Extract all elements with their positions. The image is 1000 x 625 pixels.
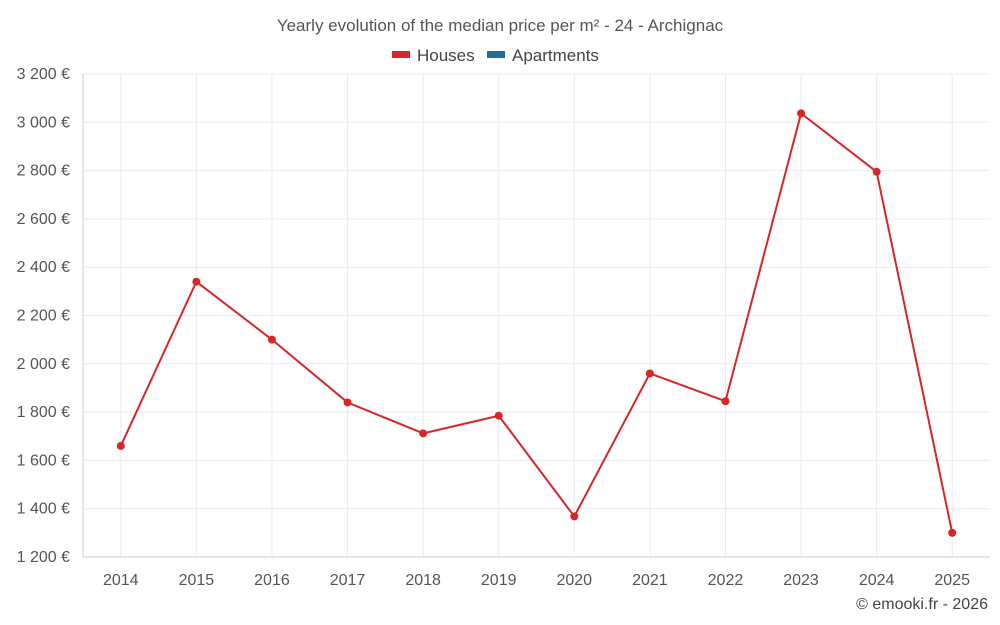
x-tick-label: 2023	[783, 572, 819, 589]
legend-swatch-apartments	[487, 51, 505, 58]
grid	[83, 73, 990, 557]
data-point-houses[interactable]	[343, 398, 352, 407]
x-tick-label: 2018	[405, 572, 441, 589]
data-point-houses[interactable]	[116, 441, 125, 450]
legend-label-apartments[interactable]: Apartments	[512, 46, 599, 65]
series-houses	[116, 109, 957, 537]
x-tick-label: 2019	[481, 572, 517, 589]
x-tick-label: 2022	[708, 572, 744, 589]
y-tick-label: 2 600 €	[17, 211, 70, 228]
x-tick-label: 2016	[254, 572, 290, 589]
y-tick-label: 3 000 €	[17, 114, 70, 131]
series-line-houses	[119, 112, 954, 534]
x-tick-label: 2021	[632, 572, 668, 589]
data-point-houses[interactable]	[645, 369, 654, 378]
legend-label-houses[interactable]: Houses	[417, 46, 475, 65]
data-point-houses[interactable]	[872, 167, 881, 176]
y-tick-label: 1 600 €	[17, 452, 70, 469]
legend-swatch-houses	[392, 51, 410, 58]
data-point-houses[interactable]	[419, 429, 428, 438]
credit-text: © emooki.fr - 2026	[856, 596, 988, 613]
data-point-houses[interactable]	[267, 335, 276, 344]
x-tick-label: 2024	[859, 572, 895, 589]
data-point-houses[interactable]	[721, 397, 730, 406]
y-tick-label: 2 800 €	[17, 163, 70, 180]
y-tick-label: 3 200 €	[17, 66, 70, 83]
x-tick-label: 2025	[934, 572, 970, 589]
y-tick-label: 1 200 €	[17, 549, 70, 566]
data-point-houses[interactable]	[192, 277, 201, 286]
data-point-houses[interactable]	[570, 512, 579, 521]
y-tick-label: 2 200 €	[17, 308, 70, 325]
y-tick-label: 1 800 €	[17, 404, 70, 421]
x-tick-label: 2014	[103, 572, 139, 589]
x-tick-label: 2017	[330, 572, 366, 589]
data-point-houses[interactable]	[494, 411, 503, 420]
legend: Houses Apartments	[392, 46, 599, 65]
y-tick-label: 2 000 €	[17, 356, 70, 373]
axes: 1 200 € 1 400 € 1 600 € 1 800 € 2 000 € 2 200…	[17, 66, 990, 589]
x-tick-label: 2015	[179, 572, 215, 589]
chart-title: Yearly evolution of the median price per…	[277, 16, 724, 35]
y-tick-label: 2 400 €	[17, 259, 70, 276]
data-point-houses[interactable]	[797, 109, 806, 118]
x-tick-label: 2020	[556, 572, 592, 589]
data-point-houses[interactable]	[948, 528, 957, 537]
y-tick-label: 1 400 €	[17, 501, 70, 518]
